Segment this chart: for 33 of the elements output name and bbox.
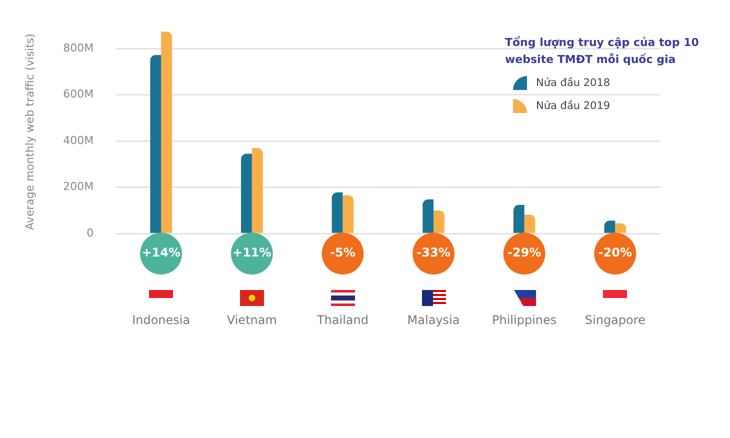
bar [513, 204, 524, 233]
y-tick-label: 0 [86, 226, 94, 240]
bar [161, 32, 172, 233]
x-tick-label: Vietnam [226, 312, 277, 327]
legend-label: Nửa đầu 2018 [536, 77, 610, 89]
x-tick-label: Singapore [584, 312, 646, 327]
y-axis-title: Average monthly web traffic (visits) [23, 34, 36, 230]
bar [150, 54, 162, 233]
annotation: +11% [232, 246, 272, 260]
y-tick-label: 400M [63, 134, 94, 147]
y-tick-label: 800M [63, 41, 94, 54]
x-tick-label: Indonesia [132, 312, 190, 327]
bar [241, 154, 252, 233]
y-tick-label: 200M [63, 180, 94, 194]
annotation: -20% [598, 246, 632, 260]
bar [434, 210, 444, 233]
annotation: -33% [416, 246, 450, 260]
annotation: -29% [507, 246, 542, 260]
bar [332, 192, 343, 233]
annotation: -5% [330, 246, 356, 260]
x-tick-label: Malaysia [407, 312, 460, 327]
annotation: +14% [142, 246, 180, 260]
bar [422, 199, 434, 233]
bar [615, 223, 626, 233]
legend-label: Nửa đầu 2019 [536, 100, 610, 112]
bar [252, 148, 263, 233]
x-tick-label: Philippines [492, 312, 557, 327]
bar [342, 195, 354, 233]
y-tick-label: 600M [63, 88, 94, 101]
x-tick-label: Thailand [316, 312, 368, 327]
bar [524, 214, 536, 233]
legend-title: Tổng lượng truy cập của top 10 website TMĐT mỗi quốc gia [505, 35, 700, 68]
bar [604, 220, 616, 233]
